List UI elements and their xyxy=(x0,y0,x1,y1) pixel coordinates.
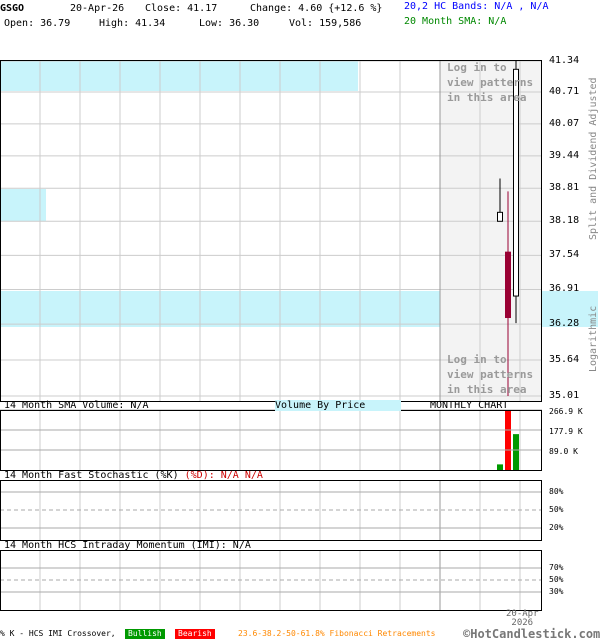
percent-tick: 50% xyxy=(549,575,564,584)
percent-tick: 80% xyxy=(549,487,564,496)
brand-logo[interactable]: ©HotCandlestick.com xyxy=(463,627,600,641)
low: Low: 36.30 xyxy=(199,18,260,29)
price-tick: 36.28 xyxy=(549,318,580,330)
symbol: GSGO xyxy=(0,3,25,14)
sma: 20 Month SMA: N/A xyxy=(404,16,507,27)
panel-border xyxy=(0,480,542,541)
volume: Vol: 159,586 xyxy=(289,18,362,29)
price-tick: 40.71 xyxy=(549,85,580,97)
panel-border xyxy=(0,410,542,471)
price-tick: 36.91 xyxy=(549,283,580,295)
price-tick: 38.18 xyxy=(549,215,580,227)
percent-tick: 50% xyxy=(549,505,564,514)
bullish-badge: Bullish xyxy=(125,629,165,639)
fib-label: 23.6-38.2-50-61.8% Fibonacci Retracement… xyxy=(238,629,436,638)
high: High: 41.34 xyxy=(99,18,166,29)
volume-tick: 177.9 K xyxy=(549,427,583,436)
panel-border xyxy=(0,550,542,611)
percent-tick: 70% xyxy=(549,563,564,572)
candle-body xyxy=(497,211,503,222)
price-tick: 41.34 xyxy=(549,55,580,66)
percent-tick: 20% xyxy=(549,523,564,532)
price-tick: 37.54 xyxy=(549,249,580,261)
crossover-label: % K - HCS IMI Crossover, xyxy=(0,629,116,638)
volume-tick: 266.9 K xyxy=(549,407,583,416)
change: Change: 4.60 {+12.6 %} xyxy=(250,3,383,14)
adjusted-label: Split and Dividend Adjusted xyxy=(588,77,599,240)
volume-bar xyxy=(513,434,519,470)
log-label: Logarithmic xyxy=(588,305,599,372)
pattern-area xyxy=(440,61,542,401)
support-zone xyxy=(0,61,358,91)
imi-label: 14 Month HCS Intraday Momentum (IMI): N/… xyxy=(4,540,251,551)
date: 20-Apr-26 xyxy=(70,3,125,14)
close: Close: 41.17 xyxy=(145,3,218,14)
volume-bar xyxy=(497,464,503,470)
volume-tick: 89.0 K xyxy=(549,447,578,456)
price-tick: 38.81 xyxy=(549,182,580,194)
candle-body xyxy=(505,251,511,319)
panel-border xyxy=(0,60,542,402)
candle-body xyxy=(513,68,519,297)
bearish-badge: Bearish xyxy=(175,629,215,639)
stoch-label: 14 Month Fast Stochastic (%K) (%D): N/A … xyxy=(4,470,263,481)
x-date-label: 20-Apr 2026 xyxy=(506,609,539,628)
hc-bands: 20,2 HC Bands: N/A , N/A xyxy=(404,1,549,12)
support-zone xyxy=(0,189,46,221)
percent-tick: 30% xyxy=(549,587,564,596)
price-tick: 40.07 xyxy=(549,117,580,129)
volume-bar xyxy=(505,410,511,470)
open: Open: 36.79 xyxy=(4,18,71,29)
login-patterns-top[interactable]: Log in to view patterns in this area xyxy=(447,61,534,104)
price-tick: 39.44 xyxy=(549,149,580,161)
chart-type: MONTHLY CHART xyxy=(430,400,509,411)
price-tick: 35.64 xyxy=(549,354,580,366)
vbp-label: Volume By Price xyxy=(275,400,402,411)
volume-sma-label: 14 Month SMA Volume: N/A xyxy=(4,400,149,411)
login-patterns-bottom[interactable]: Log in to view patterns in this area xyxy=(447,353,534,396)
price-tick: 35.01 xyxy=(549,390,580,401)
